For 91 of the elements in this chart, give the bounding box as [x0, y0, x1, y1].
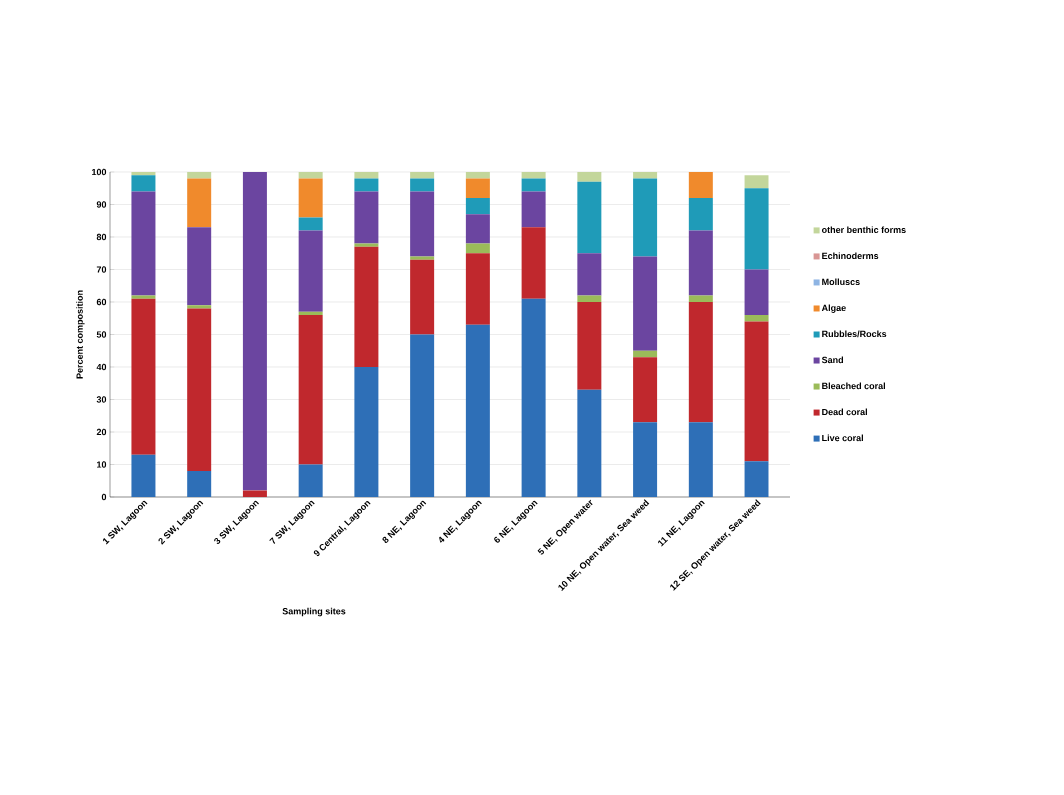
- bar: [633, 350, 658, 358]
- bar: [242, 490, 267, 497]
- bar: [633, 256, 658, 351]
- bar: [187, 227, 212, 306]
- bar: [354, 367, 379, 497]
- legend-label: Echinoderms: [822, 252, 879, 260]
- bar: [744, 188, 769, 270]
- bar: [465, 198, 490, 215]
- bar: [521, 227, 546, 299]
- bar: [465, 243, 490, 254]
- y-axis-title: Percent composition: [76, 290, 85, 379]
- y-tick-label: 20: [96, 428, 107, 436]
- bar: [298, 464, 323, 497]
- y-tick-label: 100: [92, 168, 107, 176]
- bar: [744, 461, 769, 497]
- bar: [688, 230, 713, 296]
- bar: [298, 315, 323, 465]
- legend-label: Algae: [821, 304, 846, 313]
- bar: [744, 321, 769, 462]
- bar: [131, 175, 156, 192]
- y-tick-label: 90: [96, 201, 107, 208]
- bar: [354, 246, 379, 367]
- bar: [131, 454, 156, 497]
- bar: [688, 198, 713, 231]
- bar: [521, 172, 546, 179]
- bar: [187, 308, 212, 471]
- bar: [577, 302, 602, 390]
- bar: [688, 172, 713, 198]
- bar: [298, 172, 323, 179]
- bar: [410, 178, 435, 192]
- bar: [298, 217, 323, 231]
- x-axis-title: Sampling sites: [282, 607, 346, 617]
- bar: [242, 172, 267, 491]
- legend-label: Live coral: [822, 434, 863, 442]
- bar: [131, 295, 156, 299]
- bar: [410, 259, 435, 335]
- bar: [577, 253, 602, 296]
- bar: [410, 256, 435, 260]
- y-tick-label: 40: [96, 363, 107, 371]
- bar: [465, 324, 490, 497]
- bar: [354, 191, 379, 244]
- legend-label: Sand: [821, 356, 844, 364]
- bar: [521, 191, 546, 228]
- bar: [633, 357, 658, 423]
- bar: [187, 178, 212, 228]
- bar: [298, 311, 323, 315]
- bar: [131, 172, 156, 176]
- bar: [410, 191, 435, 257]
- bar: [354, 243, 379, 247]
- bar: [465, 178, 490, 198]
- bar: [465, 253, 490, 325]
- y-tick-label: 60: [96, 298, 107, 306]
- bar: [131, 191, 156, 296]
- bar: [633, 178, 658, 257]
- y-tick-label: 50: [96, 331, 107, 338]
- bar: [577, 295, 602, 302]
- bar: [688, 422, 713, 497]
- bar: [298, 230, 323, 312]
- y-tick-label: 80: [96, 233, 107, 241]
- bar: [410, 334, 435, 497]
- bar: [131, 298, 156, 455]
- bar: [187, 471, 212, 497]
- bar: [633, 172, 658, 179]
- legend-label: other benthic forms: [821, 226, 906, 234]
- bar: [744, 175, 769, 189]
- y-tick-label: 70: [96, 266, 107, 273]
- legend-label: Molluscs: [822, 278, 860, 286]
- bar: [465, 214, 490, 244]
- bar: [187, 172, 212, 179]
- y-tick-label: 10: [97, 461, 107, 468]
- bar: [577, 181, 602, 254]
- bar: [410, 172, 435, 179]
- legend-label: Dead coral: [822, 408, 867, 416]
- bar: [688, 295, 713, 302]
- y-tick-label: 0: [101, 493, 107, 501]
- bar: [577, 172, 602, 182]
- bar: [688, 302, 713, 423]
- bar: [744, 269, 769, 315]
- bar: [521, 298, 546, 497]
- y-tick-label: 30: [96, 396, 107, 403]
- legend-label: Rubbles/Rocks: [822, 330, 887, 338]
- bar: [298, 178, 323, 218]
- bar: [521, 178, 546, 192]
- bar: [354, 172, 379, 179]
- bar: [187, 305, 212, 309]
- bar: [633, 422, 658, 497]
- bar: [577, 389, 602, 497]
- legend-label: Bleached coral: [822, 382, 885, 390]
- bar: [465, 172, 490, 179]
- bar: [354, 178, 379, 192]
- bar: [744, 315, 769, 322]
